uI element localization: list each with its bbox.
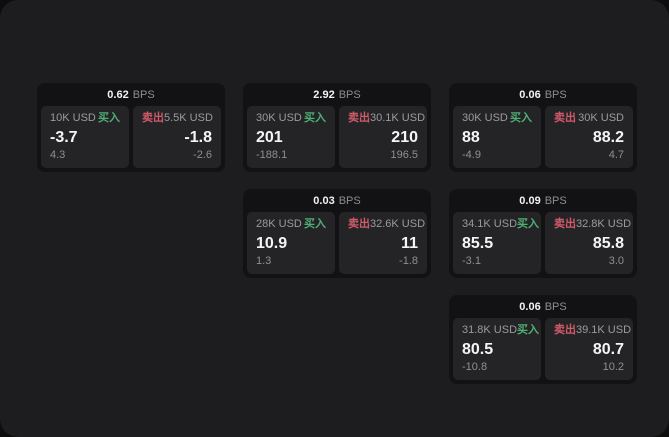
buy-price: 10.9	[256, 234, 288, 252]
bps-header: 0.06 BPS	[449, 83, 637, 106]
bps-unit: BPS	[132, 88, 155, 101]
sell-notional: 30.1K USD	[370, 112, 426, 124]
buy-panel[interactable]: 10K USD 买入 -3.7 4.3	[41, 106, 129, 168]
buy-notional: 34.1K USD	[462, 218, 518, 230]
buy-delta: 1.3	[256, 255, 272, 267]
buy-notional: 30K USD	[462, 112, 508, 124]
buy-notional: 10K USD	[50, 112, 96, 124]
bps-value: 0.06	[519, 300, 541, 313]
sell-label: 卖出	[554, 324, 576, 336]
bps-header: 0.62 BPS	[37, 83, 225, 106]
bps-header: 0.06 BPS	[449, 295, 637, 318]
sell-delta: 3.0	[608, 255, 624, 267]
buy-price: 80.5	[462, 340, 494, 358]
bps-value: 0.62	[107, 88, 129, 101]
sell-label: 卖出	[554, 112, 576, 124]
buy-panel[interactable]: 34.1K USD 买入 85.5 -3.1	[453, 212, 541, 274]
buy-label: 买入	[98, 112, 120, 124]
bps-unit: BPS	[544, 300, 567, 313]
quote-card: 0.03 BPS 28K USD 买入 10.9 1.3 卖出 32.6K US…	[243, 189, 431, 278]
buy-label: 买入	[304, 218, 326, 230]
sell-panel[interactable]: 卖出 30K USD 88.2 4.7	[545, 106, 633, 168]
buy-panel[interactable]: 31.8K USD 买入 80.5 -10.8	[453, 318, 541, 380]
buy-price: -3.7	[50, 128, 78, 146]
bps-header: 0.09 BPS	[449, 189, 637, 212]
bps-unit: BPS	[338, 88, 361, 101]
buy-sell-panels: 30K USD 买入 201 -188.1 卖出 30.1K USD 210 1…	[243, 106, 431, 172]
buy-delta: -188.1	[256, 149, 288, 161]
sell-notional: 39.1K USD	[576, 324, 632, 336]
sell-notional: 32.8K USD	[576, 218, 632, 230]
bps-unit: BPS	[338, 194, 361, 207]
bps-value: 0.09	[519, 194, 541, 207]
buy-label: 买入	[517, 218, 540, 230]
buy-sell-panels: 34.1K USD 买入 85.5 -3.1 卖出 32.8K USD 85.8…	[449, 212, 637, 278]
sell-price: 80.7	[592, 340, 624, 358]
buy-sell-panels: 10K USD 买入 -3.7 4.3 卖出 5.5K USD -1.8 -2.…	[37, 106, 225, 172]
bps-unit: BPS	[544, 194, 567, 207]
quote-card: 0.09 BPS 34.1K USD 买入 85.5 -3.1 卖出 32.8K…	[449, 189, 637, 278]
buy-delta: -4.9	[462, 149, 481, 161]
sell-price: 88.2	[592, 128, 624, 146]
buy-notional: 28K USD	[256, 218, 302, 230]
buy-delta: -10.8	[462, 361, 488, 373]
sell-notional: 30K USD	[578, 112, 624, 124]
buy-delta: 4.3	[50, 149, 66, 161]
bps-unit: BPS	[544, 88, 567, 101]
bps-header: 0.03 BPS	[243, 189, 431, 212]
bps-value: 0.03	[313, 194, 335, 207]
sell-price: 11	[401, 234, 418, 252]
buy-price: 85.5	[462, 234, 494, 252]
buy-notional: 31.8K USD	[462, 324, 518, 336]
sell-delta: -2.6	[193, 149, 212, 161]
sell-delta: 10.2	[602, 361, 624, 373]
buy-sell-panels: 31.8K USD 买入 80.5 -10.8 卖出 39.1K USD 80.…	[449, 318, 637, 384]
bps-value: 2.92	[313, 88, 335, 101]
quote-card: 0.62 BPS 10K USD 买入 -3.7 4.3 卖出 5.5K USD	[37, 83, 225, 172]
sell-delta: 4.7	[608, 149, 624, 161]
quote-card: 2.92 BPS 30K USD 买入 201 -188.1 卖出 30.1K …	[243, 83, 431, 172]
quote-card: 0.06 BPS 31.8K USD 买入 80.5 -10.8 卖出 39.1…	[449, 295, 637, 384]
sell-delta: 196.5	[390, 149, 418, 161]
sell-price: 85.8	[592, 234, 624, 252]
sell-panel[interactable]: 卖出 5.5K USD -1.8 -2.6	[133, 106, 221, 168]
bps-header: 2.92 BPS	[243, 83, 431, 106]
sell-price: -1.8	[184, 128, 212, 146]
sell-label: 卖出	[348, 218, 370, 230]
buy-panel[interactable]: 30K USD 买入 88 -4.9	[453, 106, 541, 168]
sell-panel[interactable]: 卖出 30.1K USD 210 196.5	[339, 106, 427, 168]
sell-panel[interactable]: 卖出 39.1K USD 80.7 10.2	[545, 318, 633, 380]
buy-sell-panels: 30K USD 买入 88 -4.9 卖出 30K USD 88.2 4.7	[449, 106, 637, 172]
sell-label: 卖出	[142, 112, 164, 124]
bps-value: 0.06	[519, 88, 541, 101]
buy-notional: 30K USD	[256, 112, 302, 124]
buy-panel[interactable]: 28K USD 买入 10.9 1.3	[247, 212, 335, 274]
quote-card-grid: 0.62 BPS 10K USD 买入 -3.7 4.3 卖出 5.5K USD	[37, 83, 637, 384]
sell-panel[interactable]: 卖出 32.6K USD 11 -1.8	[339, 212, 427, 274]
buy-panel[interactable]: 30K USD 买入 201 -188.1	[247, 106, 335, 168]
buy-price: 88	[462, 128, 480, 146]
sell-panel[interactable]: 卖出 32.8K USD 85.8 3.0	[545, 212, 633, 274]
sell-price: 210	[391, 128, 418, 146]
buy-price: 201	[256, 128, 283, 146]
buy-label: 买入	[510, 112, 532, 124]
sell-delta: -1.8	[399, 255, 418, 267]
buy-label: 买入	[304, 112, 326, 124]
quote-card: 0.06 BPS 30K USD 买入 88 -4.9 卖出 30K USD	[449, 83, 637, 172]
buy-delta: -3.1	[462, 255, 481, 267]
sell-notional: 32.6K USD	[370, 218, 426, 230]
buy-label: 买入	[517, 324, 540, 336]
buy-sell-panels: 28K USD 买入 10.9 1.3 卖出 32.6K USD 11 -1.8	[243, 212, 431, 278]
sell-label: 卖出	[348, 112, 370, 124]
sell-notional: 5.5K USD	[164, 112, 213, 124]
sell-label: 卖出	[554, 218, 576, 230]
